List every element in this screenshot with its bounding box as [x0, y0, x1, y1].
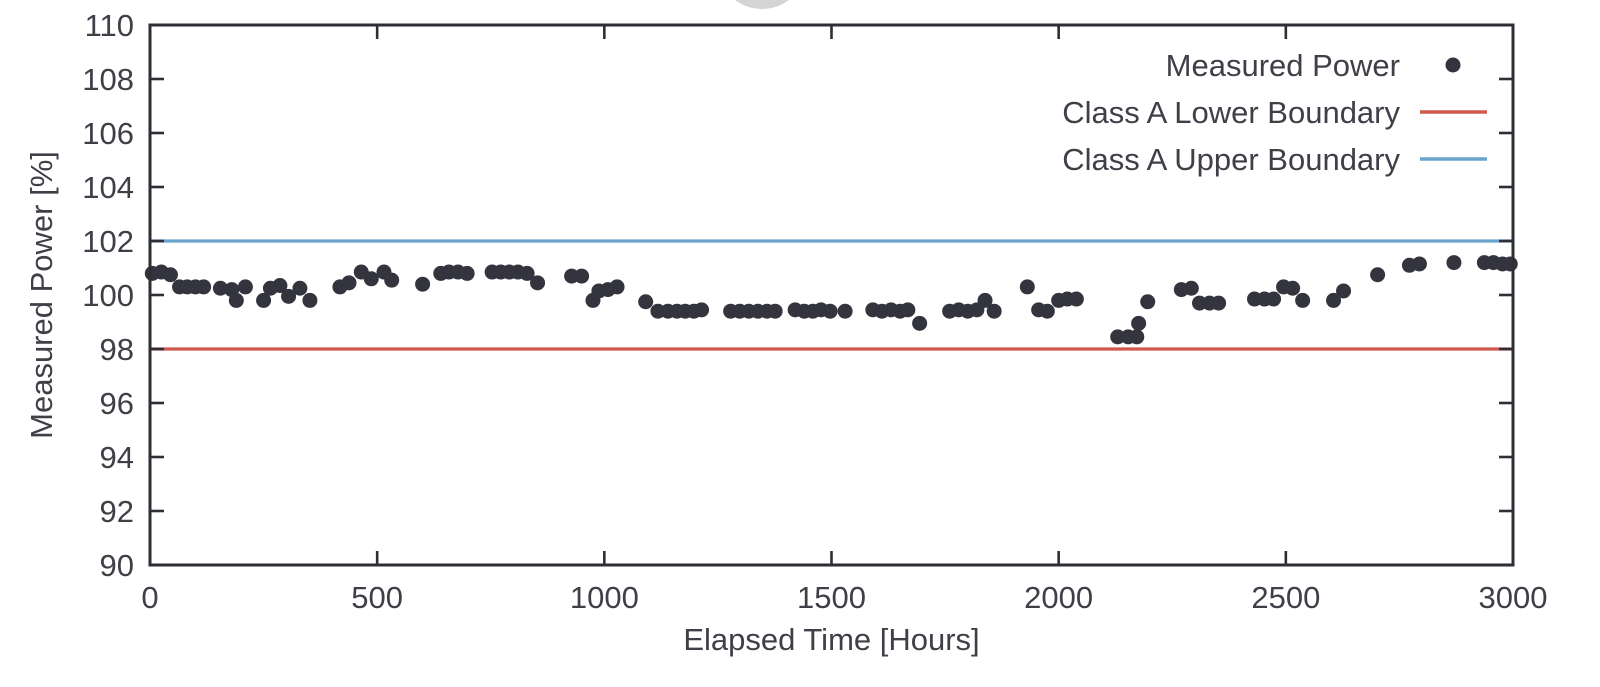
measured-power-points: [144, 255, 1518, 345]
data-point: [292, 280, 308, 296]
data-point: [196, 279, 212, 295]
x-tick-label: 0: [141, 580, 158, 615]
data-point: [837, 303, 853, 319]
data-point: [530, 275, 546, 291]
data-point: [1336, 283, 1352, 299]
y-tick-label: 108: [82, 62, 134, 97]
data-point: [1326, 292, 1342, 308]
data-point: [1285, 280, 1301, 296]
legend-marker-dot-icon: [1445, 57, 1461, 73]
data-point: [822, 303, 838, 319]
data-point: [237, 279, 253, 295]
data-point: [281, 288, 297, 304]
data-point: [1266, 291, 1282, 307]
data-point: [1129, 329, 1145, 345]
data-point: [1039, 303, 1055, 319]
y-tick-label: 92: [100, 494, 134, 529]
legend: Measured Power Class A Lower Boundary Clas…: [1062, 48, 1487, 177]
data-point: [162, 267, 178, 283]
data-point: [1068, 291, 1084, 307]
y-tick-label: 100: [82, 278, 134, 313]
x-tick-label: 2000: [1024, 580, 1093, 615]
y-tick-label: 106: [82, 116, 134, 151]
x-axis-title: Elapsed Time [Hours]: [683, 622, 979, 657]
data-point: [1140, 294, 1156, 310]
x-tick-label: 1000: [570, 580, 639, 615]
data-point: [256, 292, 272, 308]
y-tick-label: 96: [100, 386, 134, 421]
data-point: [519, 265, 535, 281]
data-point: [384, 272, 400, 288]
data-point: [302, 292, 318, 308]
data-point: [1411, 256, 1427, 272]
data-point: [574, 268, 590, 284]
data-point: [1019, 279, 1035, 295]
data-point: [1370, 267, 1386, 283]
data-point: [341, 275, 357, 291]
axis-ticks: [148, 23, 1515, 567]
x-tick-label: 2500: [1251, 580, 1320, 615]
data-point: [228, 292, 244, 308]
data-point: [1131, 315, 1147, 331]
x-tick-label: 1500: [797, 580, 866, 615]
y-tick-label: 94: [100, 440, 134, 475]
data-point: [459, 265, 475, 281]
data-point: [1295, 292, 1311, 308]
x-tick-label: 500: [351, 580, 403, 615]
data-point: [1110, 329, 1126, 345]
legend-label: Measured Power: [1166, 48, 1400, 83]
data-point: [638, 294, 654, 310]
x-tick-label: 3000: [1479, 580, 1548, 615]
legend-label: Class A Lower Boundary: [1062, 95, 1400, 130]
data-point: [694, 302, 710, 318]
data-point: [900, 302, 916, 318]
data-point: [212, 280, 228, 296]
data-point: [272, 278, 288, 294]
data-point: [1446, 255, 1462, 271]
y-tick-label: 104: [82, 170, 134, 205]
watermark-circle-icon: [735, 0, 789, 9]
y-tick-label: 98: [100, 332, 134, 367]
data-point: [415, 276, 431, 292]
y-tick-label: 90: [100, 548, 134, 583]
data-point: [1183, 280, 1199, 296]
y-axis-title: Measured Power [%]: [24, 151, 59, 439]
data-point: [977, 292, 993, 308]
legend-label: Class A Upper Boundary: [1062, 142, 1400, 177]
data-point: [363, 271, 379, 287]
y-tick-label: 102: [82, 224, 134, 259]
y-tick-label: 110: [85, 8, 134, 43]
data-point: [609, 279, 625, 295]
data-point: [767, 303, 783, 319]
data-point: [1211, 295, 1227, 311]
data-point: [912, 315, 928, 331]
data-point: [1502, 256, 1518, 272]
data-point: [986, 303, 1002, 319]
